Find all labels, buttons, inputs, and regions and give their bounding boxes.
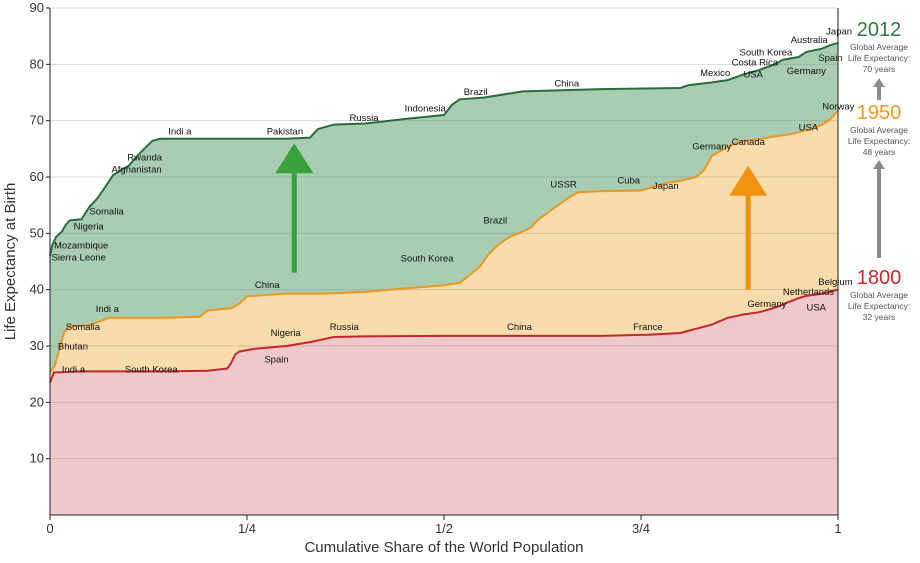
y-tick-label-30: 30 [30,338,44,353]
country-label-0: Indi a [62,365,86,376]
country-label-34: Brazil [464,87,488,98]
country-label-23: Norway [822,102,854,113]
country-label-35: China [554,78,580,89]
area-1800 [50,289,838,515]
country-label-39: South Korea [740,48,794,59]
country-label-40: Germany [787,66,826,77]
country-label-2: Bhutan [58,342,88,353]
x-axis-title: Cumulative Share of the World Population [304,539,583,556]
y-tick-label-40: 40 [30,282,44,297]
country-label-21: Canada [732,137,766,148]
country-label-30: Indi a [168,126,192,137]
panel-arrow-head-1 [873,160,885,169]
country-label-31: Pakistan [267,126,303,137]
panel-caption-1800-2: 32 years [863,312,896,322]
panel-year-2012: 2012 [857,19,902,41]
country-label-7: Spain [264,355,288,366]
country-label-16: Brazil [483,215,507,226]
country-label-26: Nigeria [74,222,105,233]
country-label-28: Afghanistan [111,165,161,176]
country-label-13: Netherlands [783,287,834,298]
country-label-27: Somalia [89,206,124,217]
y-axis-title: Life Expectancy at Birth [2,183,19,341]
panel-caption-1950-1: Life Expectancy: [848,136,910,146]
country-label-32: Russia [349,113,379,124]
y-tick-label-70: 70 [30,113,44,128]
panel-caption-1950-0: Global Average [850,125,908,135]
panel-caption-2012-1: Life Expectancy: [848,53,910,63]
country-label-42: Australia [791,35,829,46]
country-label-20: Germany [692,142,731,153]
country-label-10: France [633,322,663,333]
x-tick-label-1: 1 [834,521,841,536]
country-label-4: Indi a [96,304,120,315]
growth-arrow-head-1 [729,165,768,196]
y-tick-label-90: 90 [30,0,44,15]
country-label-43: Japan [826,27,852,38]
series-line-1950 [49,109,839,374]
country-label-8: Russia [330,322,360,333]
country-label-41: Spain [818,53,842,64]
growth-arrow-shaft-1 [745,193,751,290]
country-label-15: South Korea [401,254,455,265]
y-tick-label-10: 10 [30,451,44,466]
series-line-1800 [49,288,839,383]
x-tick-label-0: 0 [46,521,53,536]
panel-caption-1800-0: Global Average [850,290,908,300]
country-label-24: Sierra Leone [52,253,106,264]
country-label-5: China [255,280,281,291]
panel-caption-1950-2: 48 years [863,147,896,157]
panel-caption-2012-0: Global Average [850,42,908,52]
panel-arrow-shaft-0 [877,86,881,100]
panel-caption-1800-1: Life Expectancy: [848,301,910,311]
panel-year-1800: 1800 [857,267,902,289]
country-label-14: Belgium [818,277,852,288]
country-label-1: South Korea [125,365,179,376]
country-label-18: Cuba [617,175,640,186]
country-label-12: USA [806,303,826,314]
y-tick-label-50: 50 [30,225,44,240]
country-label-25: Mozambique [54,241,108,252]
country-label-29: Rwanda [127,152,163,163]
country-label-33: Indonesia [405,103,447,114]
panel-caption-2012-2: 70 years [863,64,896,74]
growth-arrow-head-0 [275,143,314,174]
x-tick-label-1/2: 1/2 [435,521,453,536]
y-tick-label-80: 80 [30,56,44,71]
y-tick-label-20: 20 [30,394,44,409]
country-label-11: Germany [747,299,786,310]
panel-arrow-head-0 [873,78,885,87]
country-label-9: China [507,322,533,333]
country-label-17: USSR [550,179,577,190]
country-label-38: USA [743,69,763,80]
panel-arrow-shaft-1 [877,168,881,258]
country-label-36: Mexico [700,68,730,79]
country-label-6: Nigeria [271,328,302,339]
country-label-19: Japan [653,181,679,192]
growth-arrow-shaft-0 [291,171,297,273]
country-label-22: USA [799,122,819,133]
x-tick-label-3/4: 3/4 [632,521,650,536]
panel-year-1950: 1950 [857,102,902,124]
country-label-3: Somalia [66,322,101,333]
series-line-2012 [49,41,839,257]
country-label-37: Costa Rica [732,58,779,69]
x-tick-label-1/4: 1/4 [238,521,256,536]
y-tick-label-60: 60 [30,169,44,184]
